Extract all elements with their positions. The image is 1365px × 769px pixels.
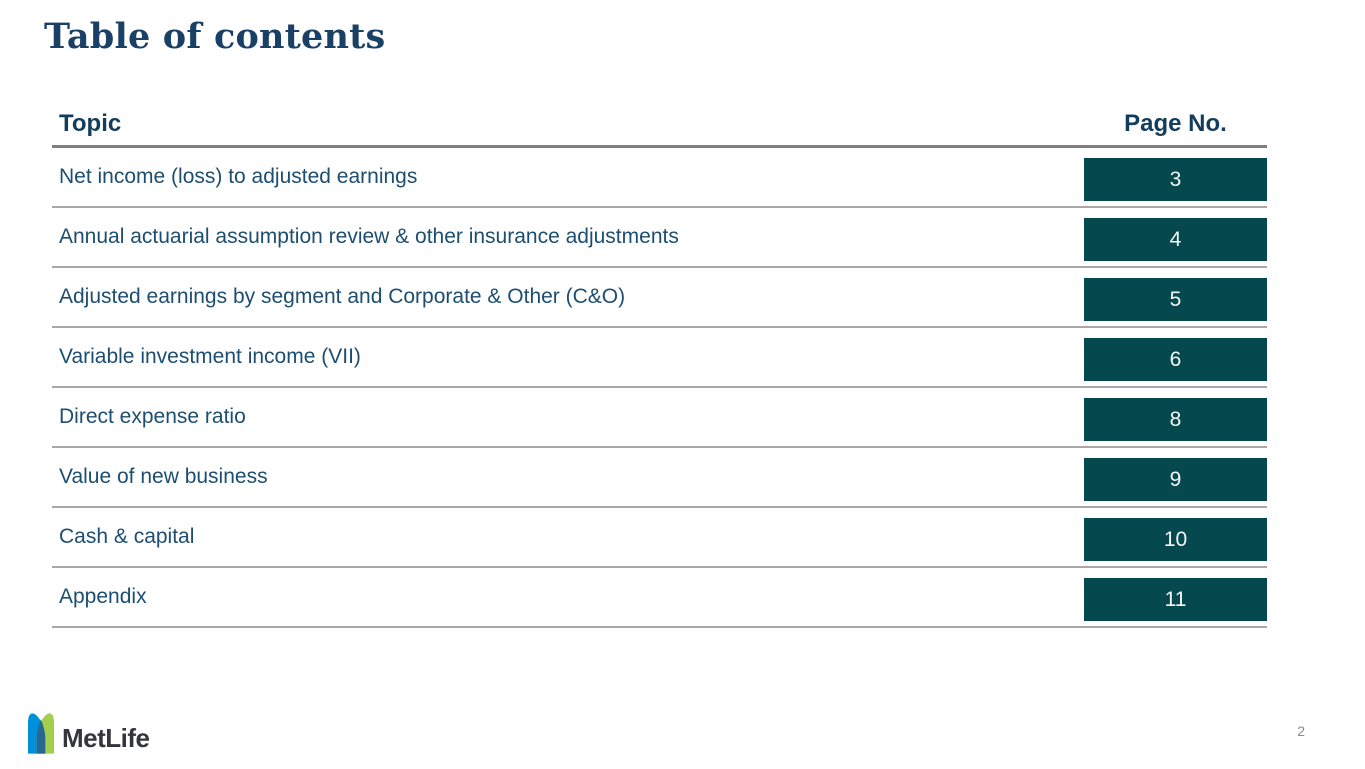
page-number-chip[interactable]: 11 [1084,578,1267,621]
page-title: Table of contents [44,16,386,57]
topic-label: Net income (loss) to adjusted earnings [59,165,418,188]
toc-rows: Net income (loss) to adjusted earnings 3… [52,148,1267,628]
topic-label: Cash & capital [59,525,195,548]
table-row: Appendix 11 [52,568,1267,628]
page-number-chip[interactable]: 5 [1084,278,1267,321]
table-row: Cash & capital 10 [52,508,1267,568]
table-row: Adjusted earnings by segment and Corpora… [52,268,1267,328]
topic-label: Adjusted earnings by segment and Corpora… [59,285,626,308]
metlife-logo: MetLife [28,710,150,754]
page-number-chip[interactable]: 4 [1084,218,1267,261]
metlife-wordmark: MetLife [62,723,150,753]
page-number-chip[interactable]: 10 [1084,518,1267,561]
page-number-chip[interactable]: 3 [1084,158,1267,201]
topic-label: Annual actuarial assumption review & oth… [59,225,679,248]
table-row: Variable investment income (VII) 6 [52,328,1267,388]
table-row: Direct expense ratio 8 [52,388,1267,448]
metlife-m-logo-icon [28,713,54,754]
column-header-page: Page No. [1124,110,1227,137]
topic-label: Appendix [59,585,147,608]
table-row: Value of new business 9 [52,448,1267,508]
table-row: Net income (loss) to adjusted earnings 3 [52,148,1267,208]
table-row: Annual actuarial assumption review & oth… [52,208,1267,268]
page-number-chip[interactable]: 6 [1084,338,1267,381]
slide-page-number: 2 [1297,723,1305,739]
topic-label: Value of new business [59,465,268,488]
topic-label: Variable investment income (VII) [59,345,361,368]
column-header-topic: Topic [59,110,122,137]
toc-table: Topic Page No. Net income (loss) to adju… [52,110,1267,628]
page-number-chip[interactable]: 8 [1084,398,1267,441]
toc-header-row: Topic Page No. [52,110,1267,148]
page-number-chip[interactable]: 9 [1084,458,1267,501]
topic-label: Direct expense ratio [59,405,246,428]
